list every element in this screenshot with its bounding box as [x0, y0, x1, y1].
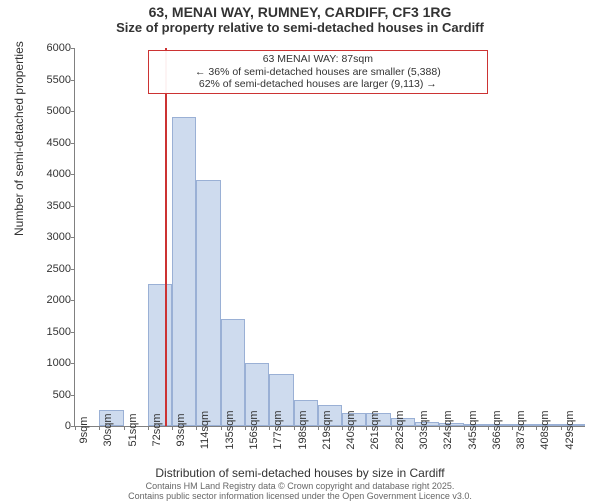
x-tick-mark: [99, 426, 100, 430]
footer-line2: Contains public sector information licen…: [0, 492, 600, 502]
annotation-line3: 62% of semi-detached houses are larger (…: [153, 78, 483, 91]
x-tick-mark: [464, 426, 465, 430]
y-tick-label: 2500: [47, 263, 71, 275]
x-tick-label: 429sqm: [564, 410, 576, 449]
x-tick-label: 51sqm: [127, 413, 139, 446]
x-tick-label: 261sqm: [369, 410, 381, 449]
x-tick-label: 198sqm: [297, 410, 309, 449]
y-tick-mark: [71, 395, 75, 396]
y-tick-mark: [71, 206, 75, 207]
y-tick-label: 4500: [47, 137, 71, 149]
histogram-bar: [172, 117, 196, 426]
x-tick-label: 345sqm: [467, 410, 479, 449]
y-tick-label: 1000: [47, 357, 71, 369]
y-tick-mark: [71, 332, 75, 333]
y-tick-mark: [71, 269, 75, 270]
y-tick-label: 6000: [47, 42, 71, 54]
y-tick-label: 5500: [47, 74, 71, 86]
x-tick-label: 387sqm: [515, 410, 527, 449]
histogram-bar: [148, 284, 172, 426]
x-tick-label: 282sqm: [394, 410, 406, 449]
x-tick-mark: [196, 426, 197, 430]
x-tick-mark: [342, 426, 343, 430]
x-tick-label: 93sqm: [175, 413, 187, 446]
annotation-line1: 63 MENAI WAY: 87sqm: [153, 53, 483, 66]
y-tick-mark: [71, 300, 75, 301]
x-tick-label: 30sqm: [102, 413, 114, 446]
x-tick-mark: [221, 426, 222, 430]
highlight-line: [165, 48, 167, 426]
x-tick-mark: [488, 426, 489, 430]
x-tick-mark: [366, 426, 367, 430]
x-tick-label: 240sqm: [345, 410, 357, 449]
y-tick-label: 3000: [47, 231, 71, 243]
chart-title-address: 63, MENAI WAY, RUMNEY, CARDIFF, CF3 1RG: [0, 4, 600, 20]
annotation-box: 63 MENAI WAY: 87sqm← 36% of semi-detache…: [148, 50, 488, 94]
y-tick-label: 1500: [47, 326, 71, 338]
x-tick-mark: [269, 426, 270, 430]
x-tick-label: 114sqm: [199, 411, 211, 449]
x-tick-label: 303sqm: [418, 410, 430, 449]
chart-container: 63, MENAI WAY, RUMNEY, CARDIFF, CF3 1RG …: [0, 4, 600, 504]
x-tick-mark: [439, 426, 440, 430]
x-tick-label: 72sqm: [151, 413, 163, 446]
x-tick-label: 156sqm: [248, 410, 260, 449]
annotation-line2: ← 36% of semi-detached houses are smalle…: [153, 66, 483, 79]
y-tick-label: 500: [53, 389, 71, 401]
histogram-bars: [75, 48, 585, 426]
histogram-bar: [196, 180, 220, 426]
y-tick-label: 2000: [47, 294, 71, 306]
x-tick-label: 408sqm: [539, 410, 551, 449]
x-tick-label: 135sqm: [224, 410, 236, 449]
y-tick-mark: [71, 174, 75, 175]
y-tick-mark: [71, 237, 75, 238]
y-tick-label: 3500: [47, 200, 71, 212]
x-tick-label: 324sqm: [442, 410, 454, 449]
y-tick-label: 4000: [47, 168, 71, 180]
x-tick-label: 219sqm: [321, 410, 333, 449]
x-tick-mark: [245, 426, 246, 430]
x-tick-mark: [75, 426, 76, 430]
x-tick-mark: [561, 426, 562, 430]
x-tick-mark: [148, 426, 149, 430]
x-tick-mark: [536, 426, 537, 430]
x-tick-label: 9sqm: [78, 417, 90, 444]
x-tick-mark: [391, 426, 392, 430]
chart-footer: Contains HM Land Registry data © Crown c…: [0, 482, 600, 502]
plot-area: 0500100015002000250030003500400045005000…: [74, 48, 585, 427]
x-tick-mark: [294, 426, 295, 430]
y-tick-mark: [71, 363, 75, 364]
y-tick-mark: [71, 143, 75, 144]
y-tick-mark: [71, 80, 75, 81]
x-tick-mark: [512, 426, 513, 430]
x-axis-label: Distribution of semi-detached houses by …: [0, 466, 600, 480]
x-tick-label: 366sqm: [491, 410, 503, 449]
y-axis-label: Number of semi-detached properties: [12, 41, 26, 236]
x-tick-mark: [172, 426, 173, 430]
y-tick-mark: [71, 111, 75, 112]
x-tick-mark: [415, 426, 416, 430]
y-tick-label: 5000: [47, 105, 71, 117]
x-tick-mark: [124, 426, 125, 430]
x-tick-mark: [318, 426, 319, 430]
chart-title-subtitle: Size of property relative to semi-detach…: [0, 20, 600, 35]
x-tick-label: 177sqm: [272, 410, 284, 449]
y-tick-mark: [71, 48, 75, 49]
